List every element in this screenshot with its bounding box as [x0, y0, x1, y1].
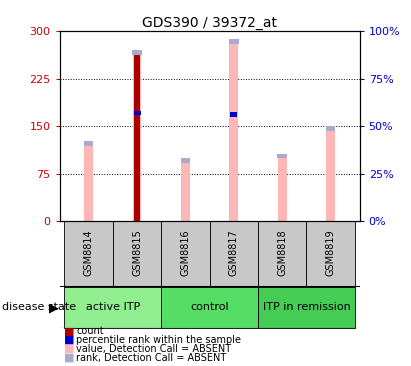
Bar	[84, 141, 93, 221]
Bar	[229, 40, 238, 221]
Bar	[306, 221, 355, 287]
Text: GSM8815: GSM8815	[132, 230, 142, 276]
Bar	[258, 287, 355, 328]
Bar	[84, 141, 93, 146]
Bar	[65, 287, 161, 328]
Text: GSM8818: GSM8818	[277, 230, 287, 276]
Bar	[181, 158, 190, 221]
Text: disease state: disease state	[2, 302, 76, 313]
Bar	[229, 40, 239, 44]
Bar	[133, 50, 141, 221]
Bar	[210, 221, 258, 287]
Bar	[132, 50, 142, 55]
Text: value, Detection Call = ABSENT: value, Detection Call = ABSENT	[76, 344, 231, 354]
Text: ■: ■	[64, 344, 74, 354]
Text: active ITP: active ITP	[86, 302, 140, 313]
Text: ■: ■	[64, 335, 74, 345]
Bar	[134, 50, 140, 221]
Title: GDS390 / 39372_at: GDS390 / 39372_at	[142, 16, 277, 30]
Bar	[65, 221, 113, 287]
Text: ■: ■	[64, 326, 74, 336]
Bar	[161, 221, 210, 287]
Text: GSM8814: GSM8814	[83, 230, 94, 276]
Bar	[134, 111, 141, 115]
Text: GSM8817: GSM8817	[229, 230, 239, 276]
Text: ▶: ▶	[48, 301, 58, 314]
Text: count: count	[76, 326, 104, 336]
Bar	[277, 154, 287, 158]
Bar	[161, 287, 258, 328]
Bar	[113, 221, 161, 287]
Text: rank, Detection Call = ABSENT: rank, Detection Call = ABSENT	[76, 352, 226, 363]
Bar	[258, 221, 306, 287]
Bar	[230, 112, 237, 117]
Bar	[278, 154, 286, 221]
Bar	[326, 126, 335, 221]
Text: ITP in remission: ITP in remission	[263, 302, 350, 313]
Bar	[180, 158, 190, 163]
Text: control: control	[190, 302, 229, 313]
Bar	[326, 126, 335, 131]
Text: GSM8816: GSM8816	[180, 230, 190, 276]
Text: percentile rank within the sample: percentile rank within the sample	[76, 335, 241, 345]
Text: ■: ■	[64, 352, 74, 363]
Text: GSM8819: GSM8819	[326, 230, 336, 276]
